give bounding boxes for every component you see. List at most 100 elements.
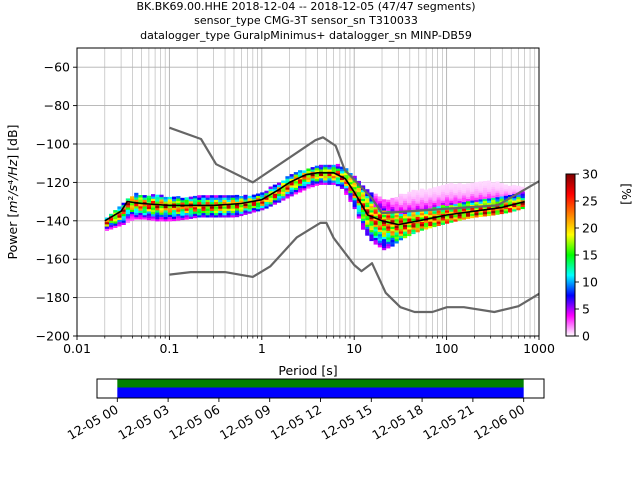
density-cell <box>193 202 198 205</box>
density-cell <box>113 218 118 222</box>
density-cell <box>151 216 156 219</box>
density-cell <box>411 189 416 193</box>
density-cell <box>293 191 298 195</box>
density-cell <box>314 167 319 171</box>
density-cell <box>466 207 471 211</box>
density-cell <box>415 194 420 198</box>
density-cell <box>482 181 487 184</box>
density-cell <box>180 202 185 205</box>
density-cell <box>403 231 408 234</box>
density-cell <box>411 225 416 228</box>
density-cell <box>314 176 319 180</box>
density-cell <box>453 186 458 189</box>
density-cell <box>377 203 382 206</box>
density-cell <box>184 217 189 220</box>
density-cell <box>382 241 387 244</box>
density-cell <box>134 214 139 218</box>
density-cell <box>369 238 374 242</box>
density-cell <box>344 183 349 187</box>
density-cell <box>382 243 387 246</box>
density-cell <box>201 197 206 200</box>
density-cell <box>503 184 508 187</box>
density-cell <box>474 186 479 189</box>
colorbar-tick-label: 0 <box>582 329 590 344</box>
density-cell <box>319 164 324 168</box>
density-cell <box>180 211 185 214</box>
density-cell <box>159 218 164 222</box>
density-cell <box>235 197 240 200</box>
density-cell <box>138 203 143 207</box>
density-cell <box>487 193 492 197</box>
density-cell <box>428 201 433 205</box>
y-tick-label: −80 <box>44 98 70 113</box>
density-cell <box>243 197 248 200</box>
density-cell <box>398 233 403 236</box>
density-cell <box>470 195 475 199</box>
density-cell <box>449 211 454 214</box>
timeline-tick-label: 12-05 18 <box>369 402 425 443</box>
density-cell <box>415 212 420 215</box>
density-cell <box>365 195 370 199</box>
density-cell <box>302 181 307 184</box>
density-cell <box>352 202 357 205</box>
density-cell <box>272 193 277 196</box>
density-cell <box>419 197 424 200</box>
density-cell <box>209 195 214 198</box>
density-cell <box>503 186 508 190</box>
density-cell <box>415 214 420 217</box>
density-cell <box>516 203 521 206</box>
density-cell <box>188 205 193 208</box>
density-cell <box>176 207 181 210</box>
density-cell <box>386 243 391 247</box>
density-cell <box>235 205 240 209</box>
density-cell <box>440 218 445 221</box>
density-cell <box>201 199 206 203</box>
title-line-1: BK.BK69.00.HHE 2018-12-04 -- 2018-12-05 … <box>136 0 475 13</box>
density-cell <box>268 190 273 194</box>
title-line-3: datalogger_type GuralpMinimus+ datalogge… <box>140 29 472 42</box>
density-cell <box>407 220 412 223</box>
density-cell <box>277 193 282 197</box>
density-cell <box>474 204 479 207</box>
density-cell <box>247 206 252 210</box>
density-cell <box>142 195 147 198</box>
density-cell <box>466 201 471 204</box>
density-cell <box>453 201 458 205</box>
density-cell <box>226 206 231 209</box>
density-cell <box>365 228 370 232</box>
density-cell <box>474 201 479 205</box>
density-cell <box>130 209 135 212</box>
density-cell <box>424 222 429 226</box>
density-cell <box>382 247 387 251</box>
density-cell <box>419 210 424 214</box>
density-cell <box>235 212 240 215</box>
density-cell <box>424 224 429 228</box>
density-cell <box>470 182 475 186</box>
density-cell <box>382 205 387 209</box>
density-cell <box>369 218 374 222</box>
density-cell <box>239 209 244 212</box>
density-cell <box>377 242 382 246</box>
density-cell <box>466 183 471 186</box>
y-tick-label: −100 <box>36 137 70 152</box>
density-cell <box>373 213 378 216</box>
density-cell <box>386 239 391 242</box>
density-cell <box>503 193 508 196</box>
density-cell <box>256 200 261 203</box>
density-cell <box>499 187 504 190</box>
density-cell <box>260 205 265 209</box>
density-cell <box>327 164 332 168</box>
density-cell <box>298 190 303 193</box>
density-cell <box>142 203 147 207</box>
density-cell <box>415 227 420 231</box>
noise-model-low-line <box>169 221 539 314</box>
density-cell <box>138 214 143 218</box>
density-cell <box>277 189 282 192</box>
density-cell <box>155 214 160 217</box>
density-cell <box>516 196 521 200</box>
density-cell <box>478 194 483 198</box>
density-cell <box>453 192 458 196</box>
density-cell <box>432 189 437 192</box>
